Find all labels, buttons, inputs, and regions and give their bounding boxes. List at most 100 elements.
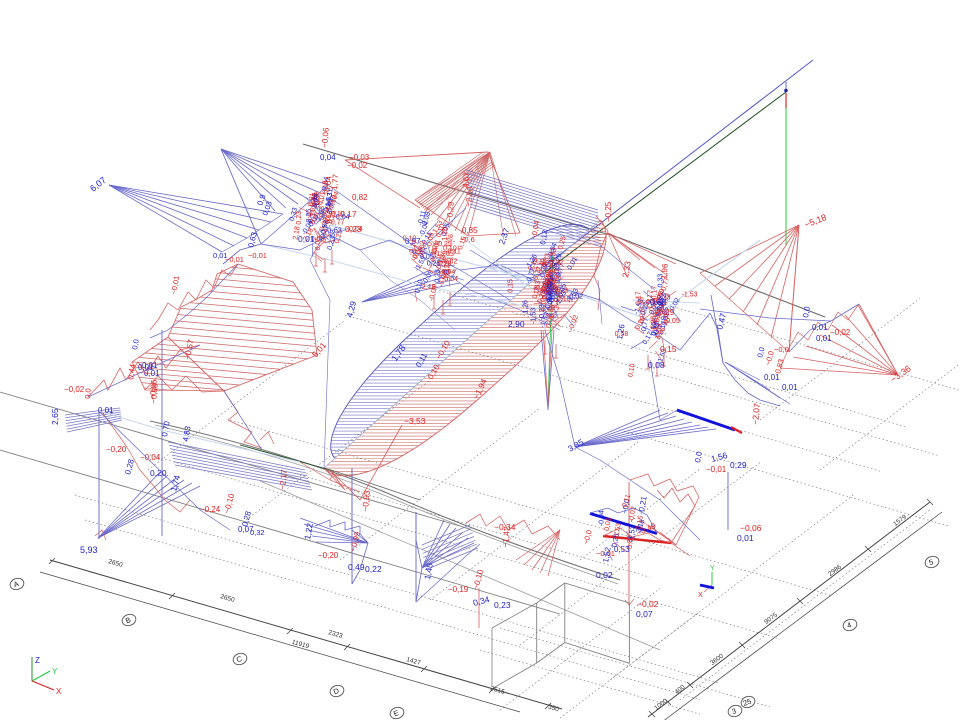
svg-text:B: B bbox=[124, 615, 132, 625]
svg-text:-0,02: -0,02 bbox=[567, 293, 583, 300]
svg-text:2,18: 2,18 bbox=[328, 194, 339, 209]
svg-text:-0,04: -0,04 bbox=[347, 226, 363, 233]
svg-text:0,04: 0,04 bbox=[320, 153, 336, 162]
svg-text:0,05: 0,05 bbox=[441, 222, 452, 237]
svg-text:0,10: 0,10 bbox=[331, 211, 345, 218]
svg-text:X: X bbox=[56, 687, 62, 696]
svg-text:1,52: 1,52 bbox=[601, 546, 613, 563]
svg-text:0,15: 0,15 bbox=[507, 279, 514, 293]
svg-text:-0,04: -0,04 bbox=[651, 308, 661, 325]
svg-text:-1,53: -1,53 bbox=[629, 526, 636, 542]
svg-text:-0,23: -0,23 bbox=[539, 304, 546, 320]
svg-text:1,77: 1,77 bbox=[330, 173, 340, 190]
svg-text:0,05: 0,05 bbox=[666, 318, 680, 325]
svg-text:-1,53: -1,53 bbox=[324, 192, 334, 209]
svg-text:0,01: 0,01 bbox=[144, 369, 160, 378]
svg-text:4,67: 4,67 bbox=[461, 171, 471, 188]
svg-text:−0,03: −0,03 bbox=[349, 153, 370, 162]
svg-text:−2,50: −2,50 bbox=[464, 186, 475, 207]
svg-text:−0,01: −0,01 bbox=[248, 251, 267, 260]
svg-text:Z: Z bbox=[35, 656, 40, 665]
svg-text:-0,77: -0,77 bbox=[329, 220, 345, 227]
svg-text:4,29: 4,29 bbox=[344, 300, 358, 319]
svg-text:-0,02: -0,02 bbox=[420, 241, 427, 257]
svg-text:-0,77: -0,77 bbox=[555, 280, 562, 296]
svg-text:-0,77: -0,77 bbox=[324, 207, 334, 224]
svg-text:0,01: 0,01 bbox=[298, 234, 315, 244]
svg-text:0,70: 0,70 bbox=[160, 420, 172, 437]
svg-text:0,25: 0,25 bbox=[306, 209, 313, 223]
svg-text:−0,0: −0,0 bbox=[581, 529, 594, 546]
svg-text:−3,53: −3,53 bbox=[404, 416, 426, 426]
svg-text:0,95: 0,95 bbox=[412, 247, 428, 256]
svg-text:0,0: 0,0 bbox=[130, 339, 141, 351]
svg-text:1,22: 1,22 bbox=[302, 522, 315, 540]
svg-text:0,82: 0,82 bbox=[352, 193, 368, 202]
svg-text:−0,01: −0,01 bbox=[225, 255, 244, 264]
svg-text:2,18: 2,18 bbox=[315, 207, 326, 222]
svg-text:0,05: 0,05 bbox=[311, 236, 325, 243]
svg-text:0,25: 0,25 bbox=[334, 229, 344, 244]
svg-text:-0,04: -0,04 bbox=[599, 510, 606, 526]
svg-text:0,10: 0,10 bbox=[545, 278, 556, 293]
svg-text:350: 350 bbox=[547, 704, 560, 714]
svg-text:0,33: 0,33 bbox=[308, 209, 318, 224]
svg-text:25: 25 bbox=[742, 697, 753, 708]
svg-text:0,05: 0,05 bbox=[558, 283, 568, 298]
svg-text:2,18: 2,18 bbox=[635, 519, 646, 534]
svg-text:−0,04: −0,04 bbox=[140, 453, 161, 462]
svg-text:-0,09: -0,09 bbox=[654, 323, 664, 340]
svg-text:1,74: 1,74 bbox=[168, 474, 182, 493]
svg-text:0,0: 0,0 bbox=[755, 346, 766, 358]
svg-text:0,17: 0,17 bbox=[636, 291, 643, 305]
svg-text:0,15: 0,15 bbox=[636, 515, 645, 530]
svg-text:−0,25: −0,25 bbox=[604, 201, 613, 222]
svg-text:-0,23: -0,23 bbox=[445, 265, 452, 281]
svg-text:−0,04: −0,04 bbox=[529, 220, 541, 240]
svg-text:0,32: 0,32 bbox=[250, 528, 265, 537]
svg-text:0,17: 0,17 bbox=[412, 244, 421, 259]
svg-text:-0,11: -0,11 bbox=[325, 188, 335, 205]
svg-text:0,23: 0,23 bbox=[296, 211, 303, 225]
svg-text:0,17: 0,17 bbox=[656, 296, 666, 311]
svg-text:−0,19: −0,19 bbox=[448, 585, 469, 594]
svg-text:1,26: 1,26 bbox=[442, 227, 449, 241]
svg-text:0,01: 0,01 bbox=[431, 239, 442, 254]
svg-text:-0,23: -0,23 bbox=[326, 198, 336, 215]
svg-text:D: D bbox=[332, 686, 341, 697]
svg-text:0,85: 0,85 bbox=[462, 226, 478, 235]
svg-text:0,0: 0,0 bbox=[801, 305, 812, 318]
svg-text:0,23: 0,23 bbox=[327, 236, 337, 251]
svg-text:0,15: 0,15 bbox=[309, 192, 319, 207]
svg-text:-0,09: -0,09 bbox=[426, 232, 436, 249]
svg-text:-0,02: -0,02 bbox=[661, 312, 671, 329]
svg-text:0,29: 0,29 bbox=[730, 460, 747, 470]
svg-text:−0,01: −0,01 bbox=[169, 275, 181, 295]
svg-text:0,17: 0,17 bbox=[658, 320, 668, 335]
svg-text:0,47: 0,47 bbox=[714, 312, 728, 331]
svg-text:−0,20: −0,20 bbox=[106, 445, 127, 454]
svg-text:-1,53: -1,53 bbox=[546, 264, 557, 281]
svg-text:0,25: 0,25 bbox=[611, 533, 620, 548]
svg-text:0,01: 0,01 bbox=[307, 192, 316, 207]
svg-text:0,97: 0,97 bbox=[405, 237, 421, 246]
svg-text:0,0: 0,0 bbox=[693, 450, 704, 463]
svg-text:2,65: 2,65 bbox=[50, 408, 60, 425]
svg-text:0,15: 0,15 bbox=[457, 235, 468, 250]
svg-text:0,53: 0,53 bbox=[614, 545, 630, 554]
svg-text:−0,93: −0,93 bbox=[360, 490, 372, 513]
svg-text:0,01: 0,01 bbox=[138, 363, 154, 372]
svg-text:3: 3 bbox=[731, 706, 738, 716]
svg-text:0,01: 0,01 bbox=[737, 533, 754, 543]
svg-text:0,08: 0,08 bbox=[547, 280, 554, 294]
svg-text:−0,01: −0,01 bbox=[596, 549, 615, 558]
svg-text:−0,06: −0,06 bbox=[320, 127, 331, 148]
svg-text:4,83: 4,83 bbox=[181, 425, 193, 442]
svg-text:0,04: 0,04 bbox=[323, 175, 333, 192]
svg-text:−0,20: −0,20 bbox=[318, 551, 339, 560]
svg-text:0,01: 0,01 bbox=[213, 251, 228, 260]
svg-text:0,58: 0,58 bbox=[650, 297, 667, 307]
svg-text:1,26: 1,26 bbox=[446, 233, 455, 248]
svg-text:2515: 2515 bbox=[489, 685, 505, 696]
svg-text:0,9: 0,9 bbox=[255, 193, 267, 207]
